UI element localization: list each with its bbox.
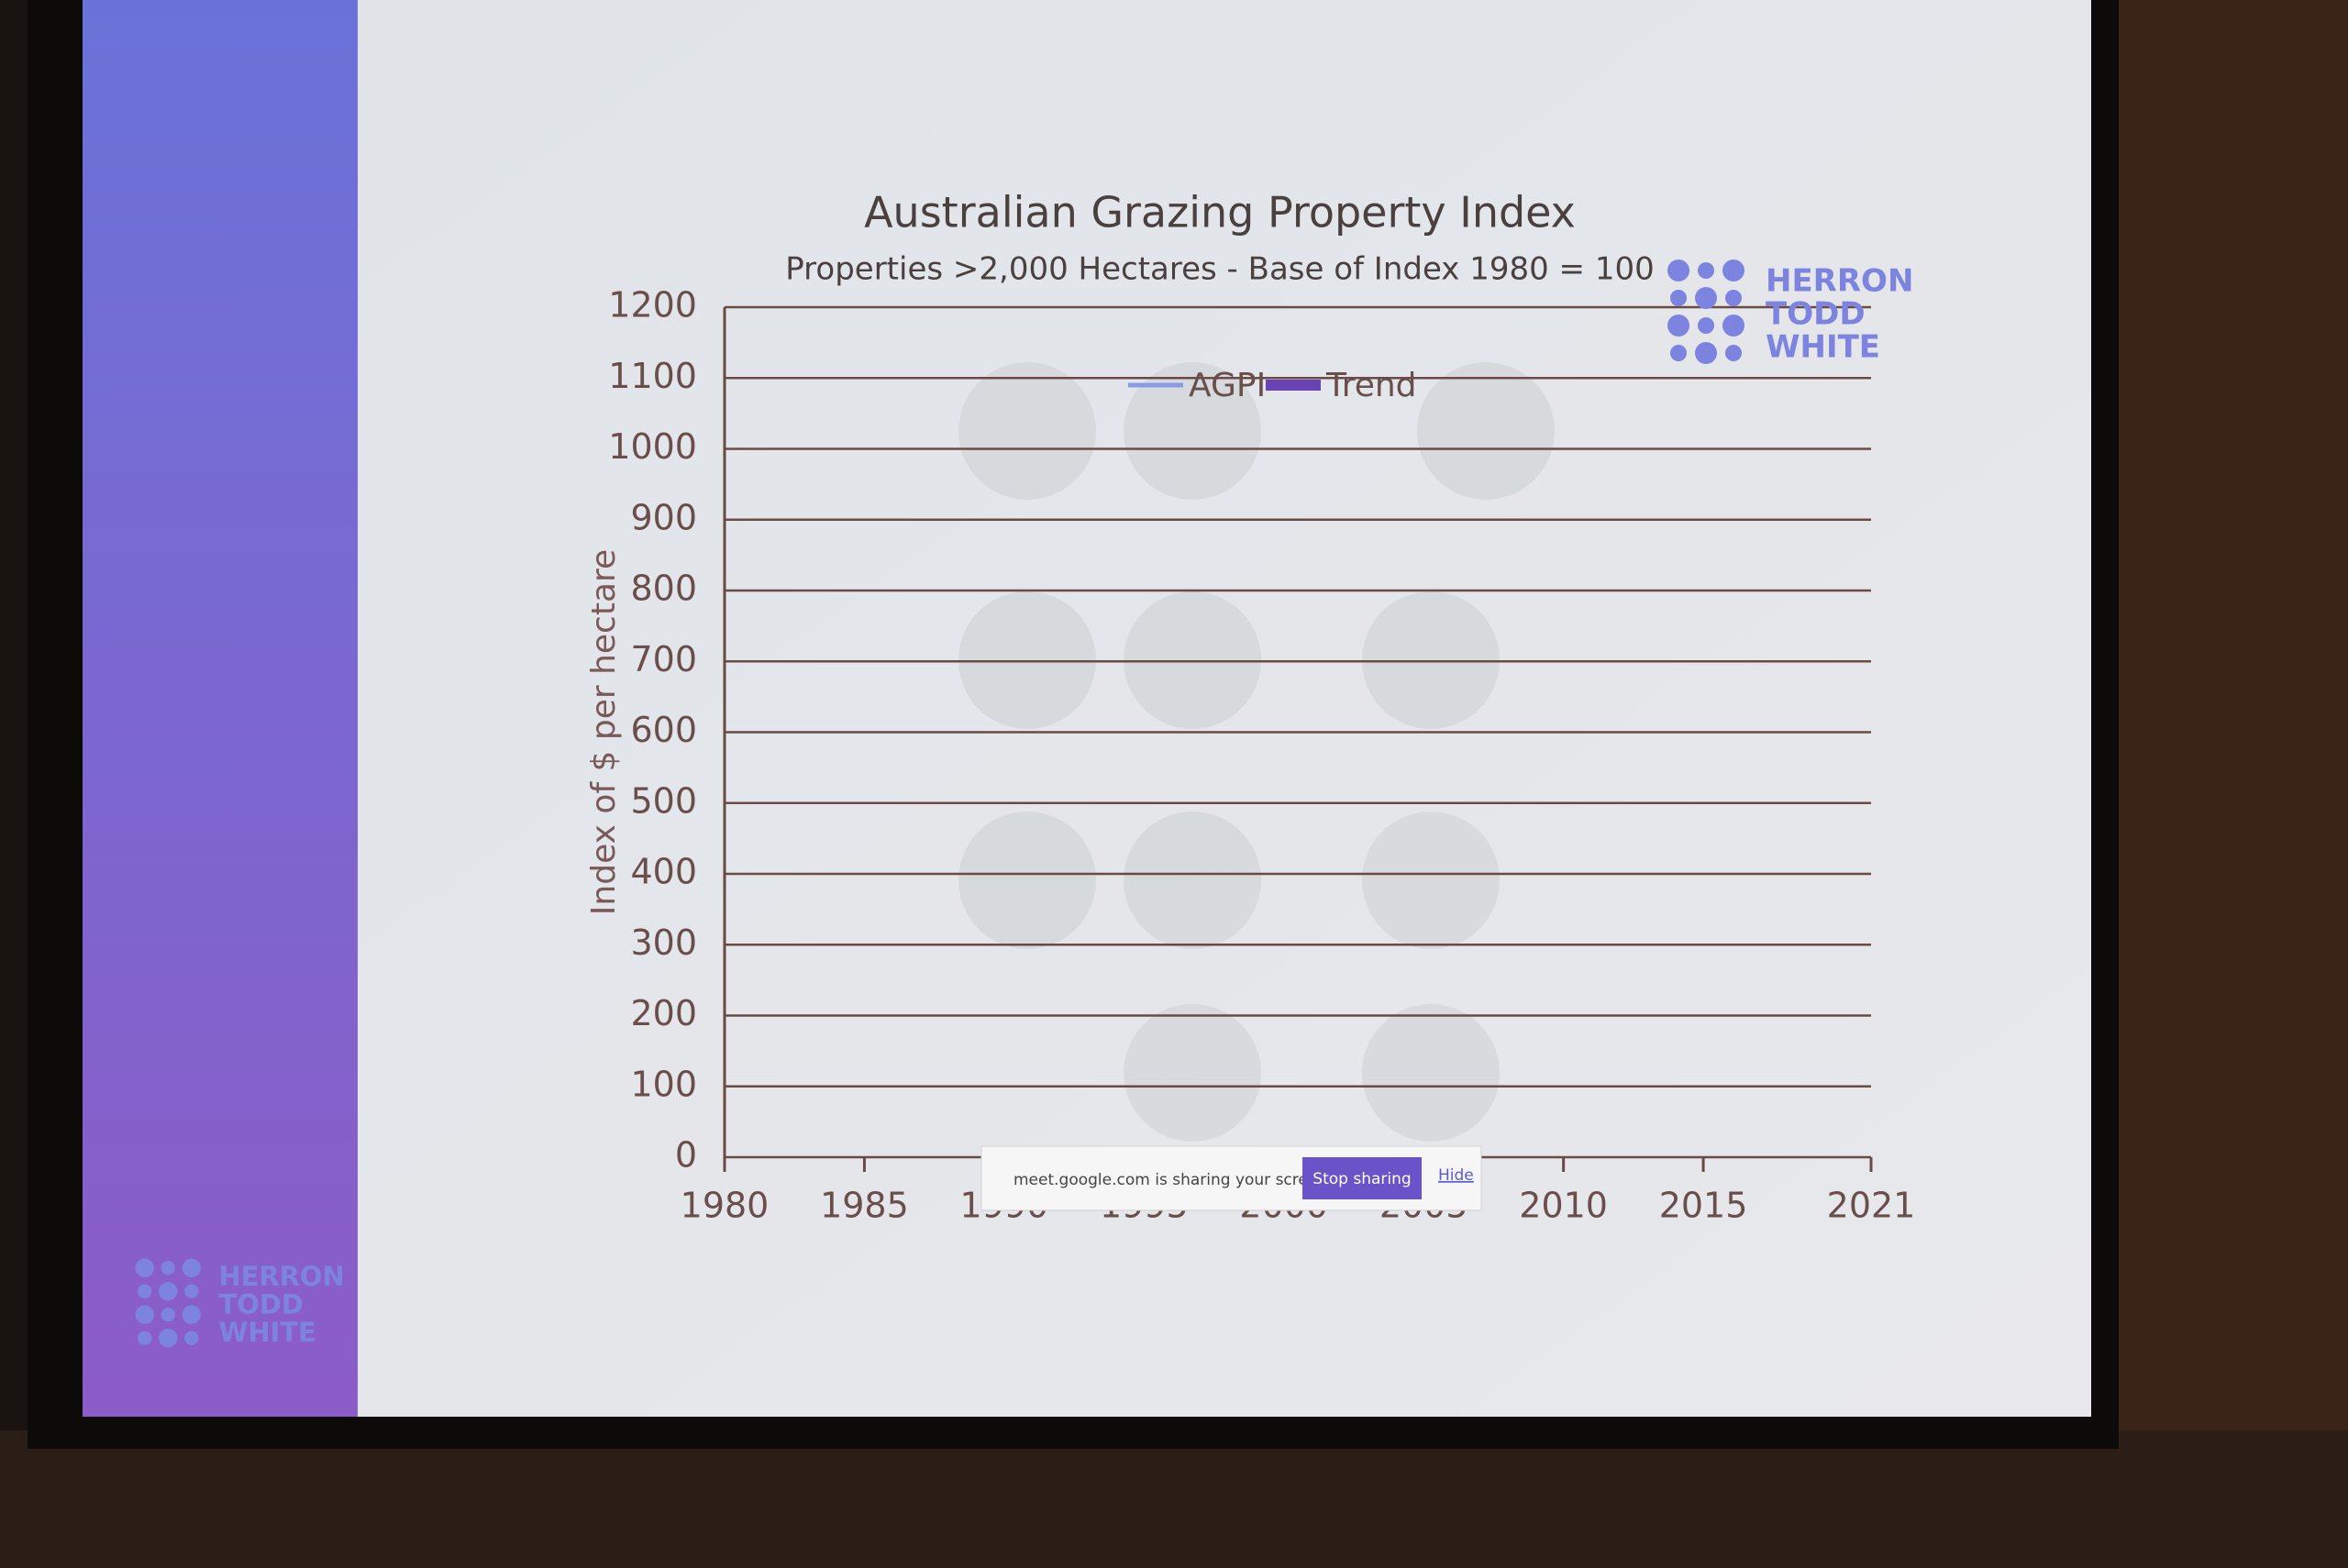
y-tick-label: 600 [630,710,697,750]
stop-sharing-label: Stop sharing [1312,1170,1411,1188]
watermark-shape [1417,362,1555,500]
logo-dot [1725,290,1742,306]
y-tick-label: 800 [630,569,697,609]
y-tick-label: 400 [630,852,697,892]
logo-dot [1695,287,1717,309]
logo-dot [1698,262,1714,279]
logo-dot [1670,345,1687,361]
share-bar: meet.google.com is sharing your screen.S… [980,1145,1482,1211]
y-tick-label: 0 [675,1135,697,1176]
watermark-shape [1124,1004,1261,1142]
y-tick-label: 500 [630,780,697,821]
logo-dot [1722,259,1744,282]
stop-sharing-button[interactable] [1302,1157,1422,1199]
logo-dot [159,1282,178,1301]
chart-title: Australian Grazing Property Index [864,188,1576,237]
watermark-shape [958,362,1096,500]
watermark-shape [1124,812,1261,949]
room-floor [0,1430,2348,1568]
logo-dot [161,1308,175,1322]
y-tick-label: 200 [630,993,697,1033]
logo-text: TODD [219,1288,304,1320]
y-tick-label: 1000 [608,426,697,467]
logo-dot [159,1329,178,1348]
logo-text: TODD [1766,296,1866,333]
logo-text: HERRON [219,1261,345,1292]
logo-dot [1698,317,1714,334]
y-axis-label: Index of $ per hectare [585,549,623,915]
share-message: meet.google.com is sharing your screen. [1013,1171,1333,1189]
logo-dot [184,1284,199,1298]
x-tick-label: 2015 [1659,1186,1748,1226]
logo-dot [184,1331,199,1345]
chart-subtitle: Properties >2,000 Hectares - Base of Ind… [785,251,1654,288]
logo-dot [1667,259,1689,282]
watermark-shape [1362,812,1500,949]
logo-text: WHITE [219,1317,316,1348]
y-tick-label: 700 [630,639,697,679]
logo-dot [1670,290,1687,306]
x-tick-label: 2021 [1827,1186,1916,1226]
room-wall [2100,0,2348,1430]
logo-dot [138,1331,152,1345]
slide-band [83,0,358,1417]
y-tick-label: 1100 [608,356,697,396]
x-tick-label: 1980 [681,1186,770,1226]
legend-label: AGPI [1189,367,1266,404]
logo-dot [182,1258,201,1277]
logo-dot [1725,345,1742,361]
hide-link[interactable]: Hide [1438,1166,1474,1185]
logo-dot [1667,315,1689,337]
watermark-shape [1362,1004,1500,1142]
logo-dot [135,1305,154,1324]
logo-dot [161,1261,175,1275]
y-tick-label: 1200 [608,285,697,326]
logo-dot [1695,342,1717,364]
legend-label: Trend [1325,367,1417,404]
y-tick-label: 900 [630,497,697,537]
x-tick-label: 1985 [820,1186,909,1226]
logo-dot [135,1258,154,1277]
logo-text: HERRON [1766,263,1913,300]
x-tick-label: 2010 [1519,1186,1608,1226]
logo-dot [138,1284,152,1298]
watermark-shape [958,812,1096,949]
y-tick-label: 100 [630,1064,697,1104]
watermark-shape [1124,362,1261,500]
y-tick-label: 300 [630,922,697,963]
logo-text: WHITE [1766,329,1880,366]
logo-dot [182,1305,201,1324]
logo-dot [1722,315,1744,337]
